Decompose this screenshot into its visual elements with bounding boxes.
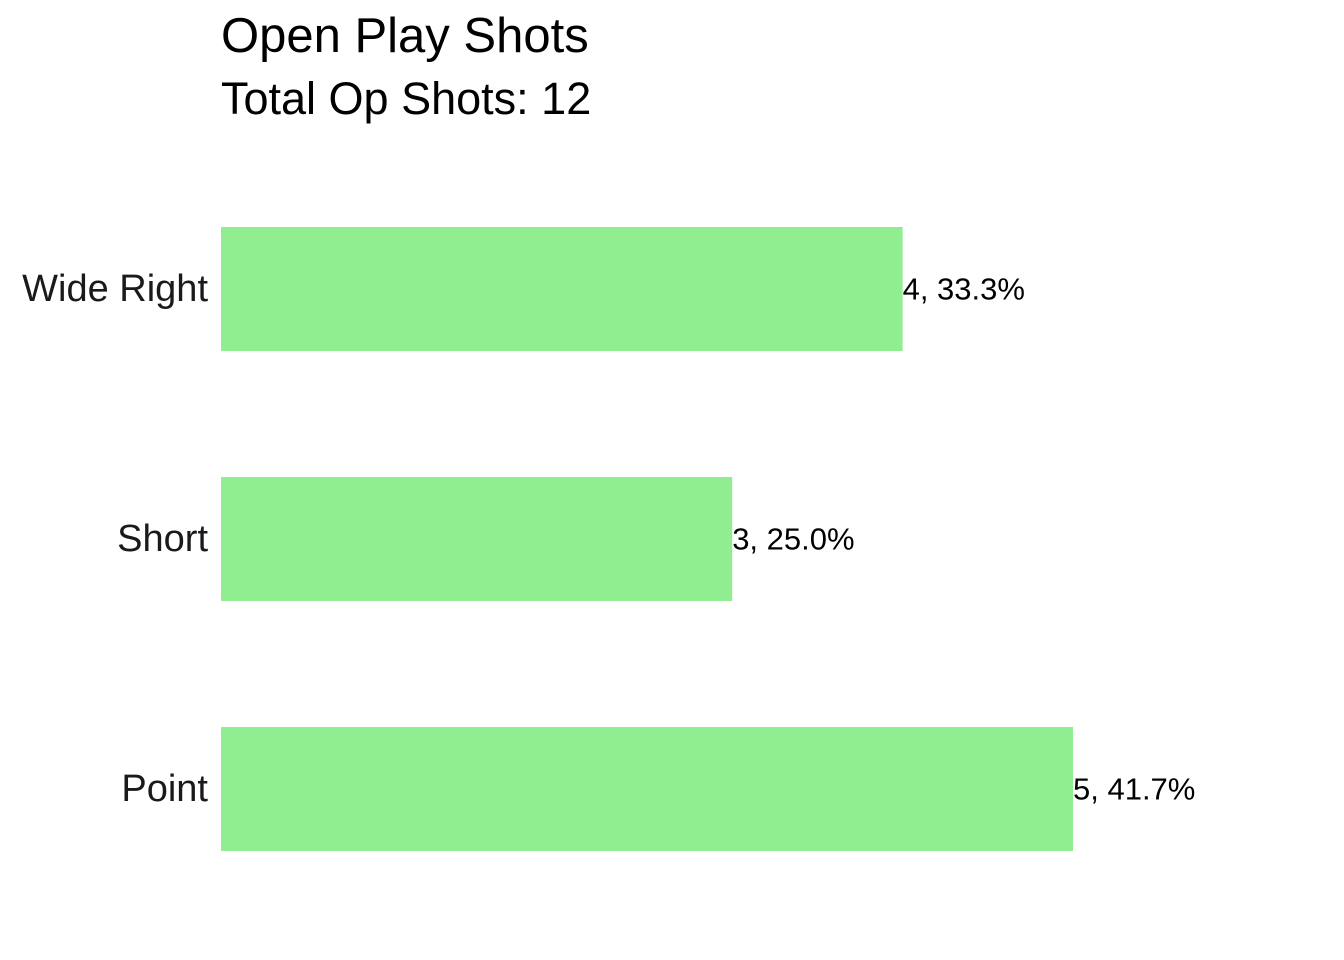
bar-point xyxy=(221,727,1073,851)
chart-title: Open Play Shots xyxy=(221,9,589,63)
category-label: Short xyxy=(117,518,208,560)
bar-wide-right xyxy=(221,227,903,351)
data-label: 5, 41.7% xyxy=(1073,772,1195,807)
bar-short xyxy=(221,477,733,601)
category-label: Wide Right xyxy=(22,268,208,310)
category-label: Point xyxy=(121,768,208,810)
chart-subtitle: Total Op Shots: 12 xyxy=(221,73,592,124)
data-label: 4, 33.3% xyxy=(903,272,1025,307)
data-label: 3, 25.0% xyxy=(732,522,854,557)
